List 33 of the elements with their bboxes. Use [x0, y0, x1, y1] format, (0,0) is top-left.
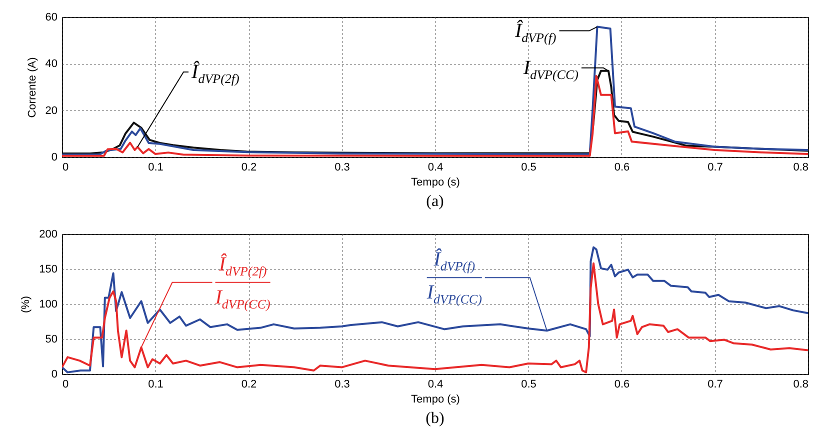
- x-axis-title: Tempo (s): [411, 394, 460, 406]
- y-tick-label: 150: [39, 264, 58, 276]
- y-tick-label: 200: [39, 228, 58, 240]
- x-tick-label: 0.4: [428, 162, 444, 174]
- y-tick-label: 50: [45, 334, 58, 346]
- x-tick-label: 0.7: [708, 162, 723, 174]
- x-axis-title: Tempo (s): [411, 176, 460, 188]
- y-axis-title: (%): [20, 296, 32, 314]
- x-tick-label: 0.2: [241, 162, 257, 174]
- y-tick-label: 60: [45, 12, 58, 24]
- x-tick-label: 0.3: [334, 378, 350, 390]
- text: (a): [426, 193, 444, 210]
- x-tick-label: 0.5: [521, 162, 536, 174]
- x-tick-label: 0.5: [521, 378, 536, 390]
- x-tick-label: 0.8: [793, 162, 808, 174]
- y-tick-label: 20: [45, 104, 58, 117]
- y-tick-label: 0: [51, 152, 58, 164]
- x-tick-label: 0.8: [793, 378, 808, 390]
- x-tick-label: 0.1: [148, 162, 164, 174]
- x-tick-label: 0.6: [614, 378, 630, 390]
- x-tick-label: 0.3: [334, 162, 350, 174]
- y-axis-title: Corrente (A): [26, 57, 38, 118]
- y-tick-label: 100: [39, 298, 58, 310]
- x-tick-label: 0: [62, 162, 69, 174]
- y-tick-label: 0: [51, 368, 58, 380]
- x-tick-label: 0.2: [241, 378, 257, 390]
- x-tick-label: 0.4: [428, 378, 444, 390]
- text: (b): [426, 410, 444, 427]
- x-tick-label: 0.6: [614, 162, 630, 174]
- x-tick-label: 0: [62, 378, 69, 390]
- x-tick-label: 0.7: [708, 378, 723, 390]
- x-tick-label: 0.1: [148, 378, 164, 390]
- y-tick-label: 40: [45, 58, 58, 70]
